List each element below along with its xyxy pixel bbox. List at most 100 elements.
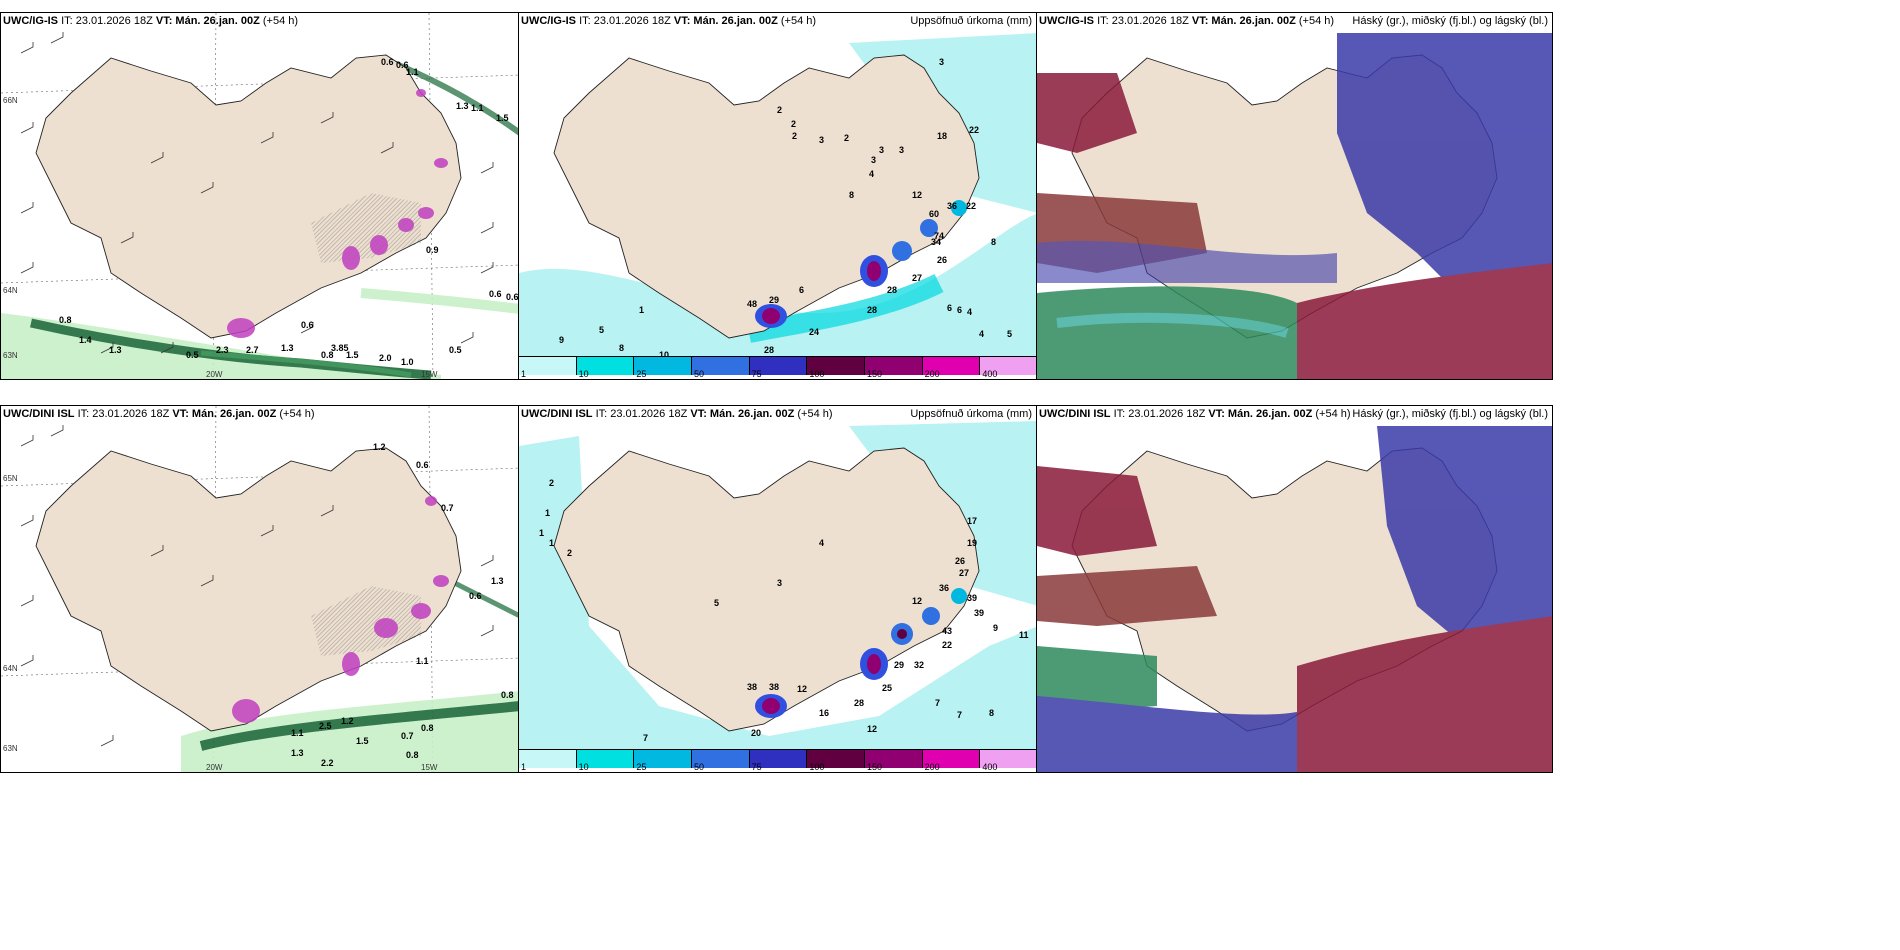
value-label: 5 [599, 325, 604, 335]
value-label: 5 [1007, 329, 1012, 339]
lon-label: 15W [421, 370, 438, 379]
colorbar-tick-label: 25 [636, 762, 647, 772]
value-label: 8 [619, 343, 624, 353]
value-label: 0.6 [469, 591, 482, 601]
value-label: 22 [969, 125, 979, 135]
value-label: 1.2 [341, 716, 354, 726]
value-label: 38 [747, 682, 757, 692]
value-label: 28 [854, 698, 864, 708]
lat-label: 64N [3, 664, 18, 673]
value-label: 2.0 [379, 353, 392, 363]
colorbar-tick-label: 1 [521, 762, 527, 772]
value-label: 19 [967, 538, 977, 548]
value-label: 2 [791, 119, 796, 129]
wind-map: 65N 64N 63N 20W 15W 1.2 0.6 0.7 1.3 0.6 1.1 0.… [1, 406, 518, 772]
value-label: 4 [819, 538, 824, 548]
colorbar-swatch [749, 750, 808, 768]
colorbar-tick-label: 75 [751, 369, 762, 379]
wind-barbs [20, 32, 494, 354]
value-label: 1.1 [406, 67, 419, 77]
colorbar-swatch [692, 750, 750, 768]
precip-panel-bottom: UWC/DINI ISL IT: 23.01.2026 18Z VT: Mán.… [518, 405, 1037, 773]
value-label: 22 [942, 640, 952, 650]
value-label: 0.6 [301, 320, 314, 330]
colorbar-swatch [576, 357, 635, 375]
sea-precip-bands [1, 55, 518, 379]
value-label: 27 [912, 273, 922, 283]
colorbar-tick-label: 100 [809, 369, 825, 379]
lon-label: 20W [206, 763, 223, 772]
cloud-panel-bottom: UWC/DINI ISL IT: 23.01.2026 18Z VT: Mán.… [1036, 405, 1553, 773]
value-label: 29 [769, 295, 779, 305]
value-label: 27 [959, 568, 969, 578]
value-label: 60 [929, 209, 939, 219]
colorbar-tick-label: 400 [982, 762, 998, 772]
value-label: 39 [967, 593, 977, 603]
value-label: 29 [894, 660, 904, 670]
value-label: 0.7 [401, 731, 414, 741]
colorbar-swatch [519, 750, 577, 768]
value-label: 28 [867, 305, 877, 315]
panel-header: UWC/IG-IS IT: 23.01.2026 18Z VT: Mán. 26… [521, 15, 817, 27]
value-label: 24 [809, 327, 819, 337]
value-label: 2.2 [321, 758, 334, 768]
value-label: 39 [974, 608, 984, 618]
value-label: 1.3 [291, 748, 304, 758]
lat-label: 63N [3, 744, 18, 753]
colorbar-tick-label: 50 [694, 369, 705, 379]
value-label: 17 [967, 516, 977, 526]
cloud-map [1037, 426, 1552, 772]
panel-header: UWC/DINI ISL IT: 23.01.2026 18Z VT: Mán.… [1039, 408, 1351, 420]
value-label: 2.5 [319, 721, 332, 731]
colorbar-tick-label: 150 [867, 762, 883, 772]
value-label: 0.7 [441, 503, 454, 513]
wind-panel-bottom: UWC/DINI ISL IT: 23.01.2026 18Z VT: Mán.… [0, 405, 519, 773]
value-label: 2 [777, 105, 782, 115]
value-label: 0.8 [406, 750, 419, 760]
lat-label: 64N [3, 286, 18, 295]
value-label: 12 [912, 190, 922, 200]
value-label: 28 [887, 285, 897, 295]
value-label: 0.6 [416, 460, 429, 470]
value-label: 28 [764, 345, 774, 355]
value-label: 0.5 [186, 350, 199, 360]
colorbar-swatch [922, 750, 981, 768]
value-label: 9 [559, 335, 564, 345]
colorbar-labels: 1 10 25 50 75 100 150 200 400 [519, 762, 1036, 772]
value-label: 43 [942, 626, 952, 636]
value-label: 1.5 [496, 113, 509, 123]
colorbar [519, 356, 1036, 375]
panel-header: UWC/DINI ISL IT: 23.01.2026 18Z VT: Mán.… [521, 408, 833, 420]
colorbar-swatch [576, 750, 635, 768]
value-label: 36 [947, 201, 957, 211]
value-label: 8 [991, 237, 996, 247]
hatched-area [311, 193, 421, 263]
lat-label: 66N [3, 96, 18, 105]
value-label: 2.7 [246, 345, 259, 355]
value-label: 74 [934, 231, 944, 241]
value-label: 0.6 [381, 57, 394, 67]
magenta-precip [232, 496, 449, 723]
colorbar-tick-label: 200 [924, 762, 940, 772]
colorbar-tick-label: 150 [867, 369, 883, 379]
colorbar-swatch [692, 357, 750, 375]
colorbar [519, 749, 1036, 768]
value-label: 36 [939, 583, 949, 593]
wind-value-labels: 1.2 0.6 0.7 1.3 0.6 1.1 0.8 2.5 1.1 1.2 0.7 0.8 1.5 1… [291, 442, 514, 768]
colorbar-swatch [634, 357, 693, 375]
magenta-precip [227, 89, 448, 338]
value-label: 1 [549, 538, 554, 548]
value-label: 3 [939, 57, 944, 67]
colorbar-tick-label: 200 [924, 369, 940, 379]
value-label: 1.3 [491, 576, 504, 586]
value-label: 48 [747, 299, 757, 309]
panel-title: Háský (gr.), miðský (fj.bl.) og lágský (… [1352, 408, 1548, 420]
panel-title: Uppsöfnuð úrkoma (mm) [910, 15, 1032, 27]
value-label: 34 [931, 237, 941, 247]
panel-title: Háský (gr.), miðský (fj.bl.) og lágský (… [1352, 15, 1548, 27]
value-label: 0.9 [426, 245, 439, 255]
value-label: 3.85 [331, 343, 349, 353]
colorbar-swatch [807, 357, 866, 375]
value-label: 11 [1019, 630, 1029, 640]
